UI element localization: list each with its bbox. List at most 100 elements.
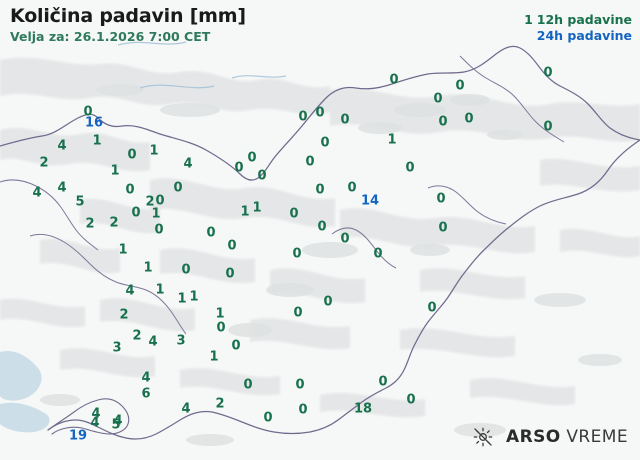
station-value: 0: [131, 205, 141, 221]
station-value: 2: [119, 307, 129, 323]
station-value: 0: [293, 305, 303, 321]
coastline-detail: [47, 398, 130, 435]
station-value: 0: [305, 154, 315, 170]
station-value: 2: [85, 216, 95, 232]
station-value: 0: [543, 65, 553, 81]
station-value: 0: [243, 377, 253, 393]
station-value: 5: [111, 417, 121, 433]
station-value: 1: [189, 289, 199, 305]
station-value: 0: [427, 300, 437, 316]
station-value: 0: [298, 402, 308, 418]
station-value: 4: [113, 413, 123, 429]
station-value: 0: [173, 180, 183, 196]
water-features: [117, 41, 287, 89]
station-value: 0: [438, 114, 448, 130]
slovenia-border: [0, 45, 640, 181]
logo-text: ARSO VREME: [506, 427, 628, 447]
station-value: 0: [295, 377, 305, 393]
station-value: 0: [433, 91, 443, 107]
station-value: 0: [317, 219, 327, 235]
station-value: 0: [247, 150, 257, 166]
station-value: 1: [149, 143, 159, 159]
station-value: 0: [227, 238, 237, 254]
station-value: 1: [387, 132, 397, 148]
sea-area: [0, 350, 50, 433]
station-value: 0: [181, 262, 191, 278]
station-value: 0: [347, 180, 357, 196]
station-value: 0: [234, 160, 244, 176]
station-value: 0: [155, 193, 165, 209]
station-value: 4: [32, 185, 42, 201]
station-value: 0: [438, 220, 448, 236]
station-value: 1: [110, 163, 120, 179]
station-value: 1: [209, 349, 219, 365]
legend-sample-value: 1: [524, 12, 533, 27]
legend-label-12h: 12h padavine: [536, 12, 632, 27]
inner-boundary-east: [427, 185, 507, 225]
station-value: 4: [125, 283, 135, 299]
station-value: 19: [68, 428, 88, 444]
station-value: 0: [257, 168, 267, 184]
station-value: 0: [543, 119, 553, 135]
station-value: 4: [57, 180, 67, 196]
station-value: 0: [127, 147, 137, 163]
station-value: 1: [240, 204, 250, 220]
station-value: 0: [298, 109, 308, 125]
station-value: 0: [378, 374, 388, 390]
station-value: 0: [315, 105, 325, 121]
station-value: 0: [216, 320, 226, 336]
station-value: 0: [389, 72, 399, 88]
station-value: 0: [289, 206, 299, 222]
station-value: 0: [340, 231, 350, 247]
inner-boundary-river-drava: [331, 227, 397, 269]
station-value: 0: [320, 135, 330, 151]
station-value: 2: [39, 155, 49, 171]
station-value: 0: [225, 266, 235, 282]
station-value: 2: [109, 215, 119, 231]
legend: 1 12h padavine 24h padavine: [524, 12, 632, 44]
station-value: 0: [436, 191, 446, 207]
station-value: 0: [125, 182, 135, 198]
legend-item-24h: 24h padavine: [524, 28, 632, 44]
inner-boundary-southwest: [29, 233, 187, 335]
inner-boundary-upper: [0, 179, 99, 251]
station-value: 2: [145, 194, 155, 210]
station-value: 0: [405, 160, 415, 176]
station-value: 0: [464, 111, 474, 127]
station-value: 1: [215, 306, 225, 322]
station-value: 0: [323, 294, 333, 310]
station-value: 16: [84, 115, 104, 131]
station-value: 4: [183, 156, 193, 172]
station-value: 1: [118, 242, 128, 258]
station-value: 1: [151, 206, 161, 222]
station-value: 2: [132, 328, 142, 344]
station-value: 4: [90, 415, 100, 431]
station-value: 0: [292, 246, 302, 262]
station-value: 1: [143, 260, 153, 276]
station-value: 0: [206, 225, 216, 241]
station-value: 4: [57, 138, 67, 154]
station-value: 0: [154, 222, 164, 238]
station-value: 3: [176, 333, 186, 349]
legend-label-24h: 24h padavine: [536, 28, 632, 43]
station-value: 1: [155, 282, 165, 298]
station-value: 6: [141, 386, 151, 402]
sun-icon: [473, 427, 493, 447]
station-value: 0: [455, 78, 465, 94]
station-value: 4: [181, 401, 191, 417]
inner-boundary-river-mura: [459, 55, 565, 143]
station-value: 4: [141, 370, 151, 386]
station-value: 4: [91, 406, 101, 422]
station-value: 0: [406, 392, 416, 408]
station-value: 1: [92, 133, 102, 149]
logo-text-bold: ARSO: [506, 427, 561, 447]
station-value: 5: [75, 194, 85, 210]
station-value: 0: [231, 338, 241, 354]
station-value: 14: [360, 193, 380, 209]
logo-text-regular: VREME: [566, 427, 628, 447]
station-value: 0: [373, 246, 383, 262]
station-value: 1: [252, 200, 262, 216]
legend-item-12h: 1 12h padavine: [524, 12, 632, 28]
